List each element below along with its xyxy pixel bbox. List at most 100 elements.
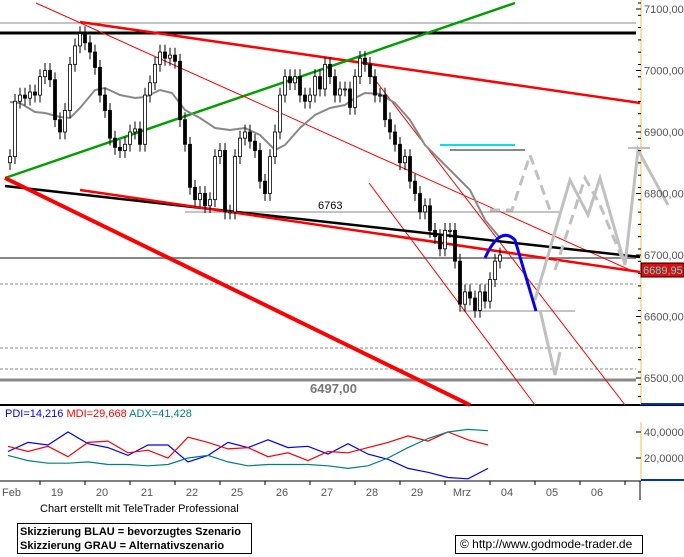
candle-body (478, 291, 482, 311)
candle-body (288, 76, 292, 84)
candle-body (243, 131, 247, 139)
candle-body (438, 236, 442, 250)
candle-body (253, 140, 257, 151)
candle-body (233, 156, 237, 213)
candle-body (383, 94, 387, 121)
blue-scenario-path (483, 234, 538, 312)
candle-body (63, 110, 67, 133)
candle-body (453, 229, 457, 262)
candle-body (483, 291, 487, 302)
candle-body (213, 156, 217, 201)
candle-body (173, 54, 177, 62)
level-6497-label: 6497,00 (310, 381, 357, 396)
candle-body (23, 94, 27, 99)
gray-scenario-path (533, 145, 670, 301)
x-tick-label: 25 (231, 487, 243, 499)
candle-body (393, 131, 397, 145)
x-tick-label: 04 (501, 487, 513, 499)
x-tick-label: 05 (546, 487, 558, 499)
candle-body (423, 205, 427, 213)
series-adx (7, 428, 489, 470)
candle-body (293, 76, 297, 84)
candle-body (13, 100, 17, 157)
candle-body (448, 229, 452, 232)
candle-body (338, 88, 342, 96)
candle-body (348, 88, 352, 108)
candle-body (98, 67, 102, 96)
candle-body (168, 54, 172, 59)
candle-body (388, 119, 392, 133)
legend-blue-text: Skizzierung BLAU = bevorzugtes Szenario (20, 526, 241, 538)
candle-body (123, 143, 127, 151)
legend-gray-text: Skizzierung GRAU = Alternativszenario (20, 540, 225, 552)
candle-body (33, 91, 37, 96)
candle-body (28, 91, 32, 99)
candle-body (323, 63, 327, 90)
candle-body (353, 76, 357, 108)
candle-body (313, 76, 317, 96)
x-tick-label: 27 (321, 487, 333, 499)
candle-body (138, 128, 142, 145)
y-tick-label: 6900,00 (644, 127, 684, 139)
candle-body (443, 229, 447, 250)
horizontal-levels (0, 22, 636, 382)
x-tick-label: 28 (366, 487, 378, 499)
candle-body (463, 291, 467, 305)
candle-body (183, 119, 187, 145)
chart-credit: Chart erstellt mit TeleTrader Profession… (40, 503, 239, 515)
candle-body (68, 63, 72, 111)
y-tick-label: 7100,00 (644, 4, 684, 16)
candlesticks (8, 26, 502, 318)
level-6763-label: 6763 (318, 200, 342, 212)
candle-body (298, 76, 302, 96)
series-pdi (7, 431, 489, 480)
candle-body (163, 51, 167, 59)
candle-body (178, 60, 182, 121)
x-tick-label: 26 (276, 487, 288, 499)
candle-body (378, 94, 382, 97)
candle-body (413, 180, 417, 194)
legend-mdi: MDI=29,668 (66, 408, 127, 420)
candle-body (333, 76, 337, 96)
price-axis: 7100,00 7000,00 6900,00 6800,00 6700,00 6600,… (636, 2, 684, 398)
gray-scenario-path (490, 150, 552, 212)
candle-body (143, 94, 147, 145)
candle-body (128, 131, 132, 145)
candle-body (228, 211, 232, 214)
candle-body (188, 143, 192, 188)
candle-body (488, 279, 492, 302)
candle-body (468, 291, 472, 299)
thin-trendline (35, 2, 631, 271)
candle-body (498, 254, 502, 262)
candle-body (283, 76, 287, 96)
source-link[interactable]: © http://www.godmode-trader.de (455, 535, 643, 554)
chart-frame (0, 0, 684, 500)
candle-body (308, 94, 312, 102)
x-tick-label: Feb (2, 487, 21, 499)
candle-body (103, 94, 107, 111)
candle-body (303, 94, 307, 102)
candle-body (193, 186, 197, 201)
gray-scenario-path (553, 174, 627, 271)
candle-body (88, 42, 92, 53)
candle-body (208, 199, 212, 207)
candle-body (428, 205, 432, 231)
candle-body (238, 137, 242, 157)
indicator-tick-label: 40,0000 (644, 427, 684, 439)
candle-body (328, 63, 332, 78)
last-price-tag (640, 262, 684, 278)
candle-body (48, 70, 52, 81)
candle-body (278, 94, 282, 133)
legend-adx: ADX=41,428 (129, 408, 192, 420)
candle-body (473, 297, 477, 311)
candle-body (408, 156, 412, 182)
candle-body (263, 180, 267, 194)
candle-body (18, 94, 22, 102)
legend-pdi: PDI=14,216 (5, 408, 64, 420)
candle-body (248, 131, 252, 142)
last-price-value: 6689,95 (643, 265, 683, 277)
candle-body (373, 76, 377, 96)
candle-body (78, 33, 82, 47)
y-tick-label: 6600,00 (644, 312, 684, 324)
